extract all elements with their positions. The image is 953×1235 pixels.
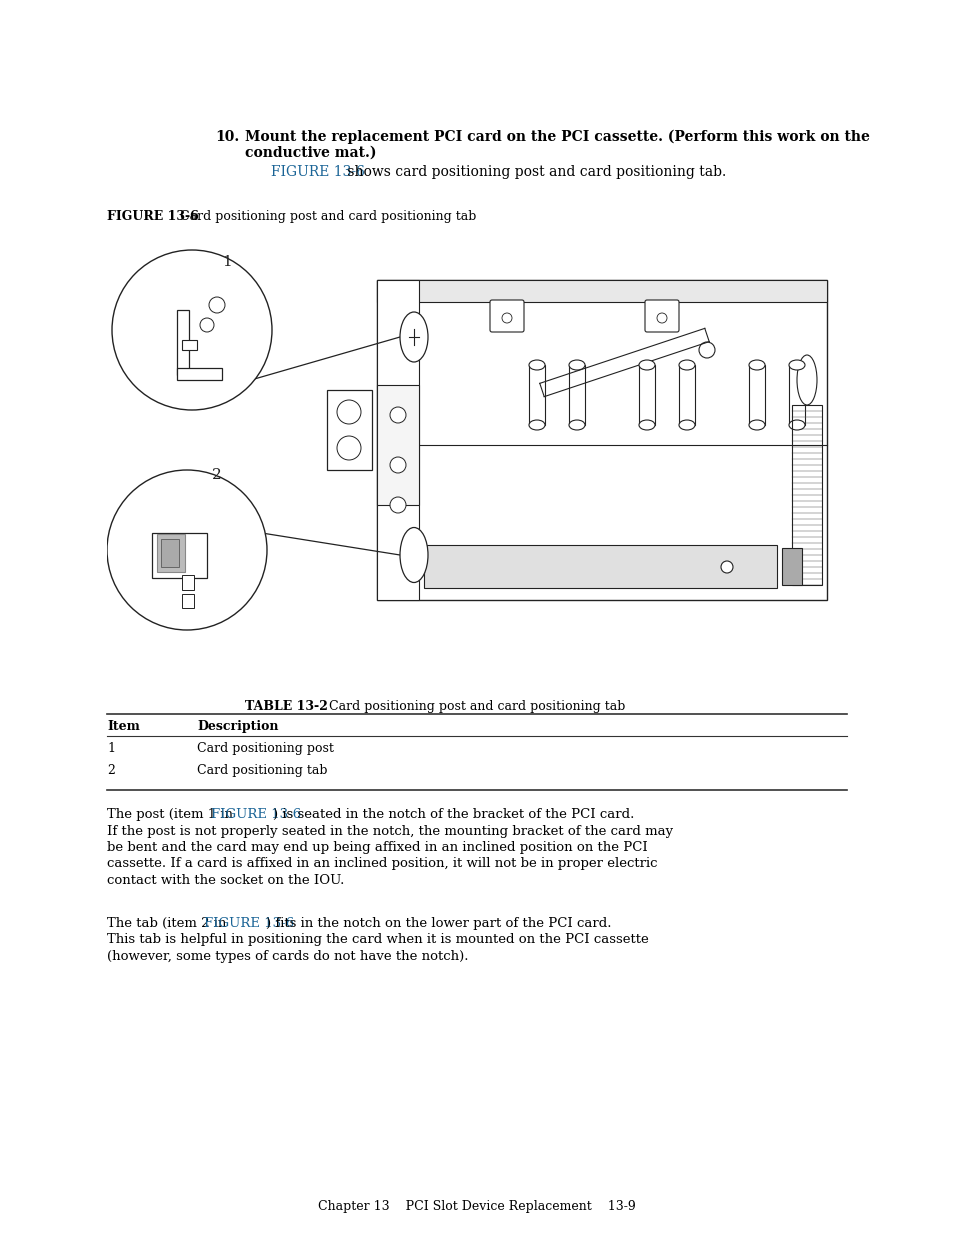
- Text: 1: 1: [222, 254, 232, 269]
- Circle shape: [336, 400, 360, 424]
- Bar: [781, 548, 801, 585]
- Circle shape: [390, 457, 406, 473]
- Bar: [679, 366, 695, 425]
- Text: FIGURE 13-6: FIGURE 13-6: [271, 165, 364, 179]
- Circle shape: [112, 249, 272, 410]
- Text: 2: 2: [107, 764, 114, 777]
- Text: This tab is helpful in positioning the card when it is mounted on the PCI casset: This tab is helpful in positioning the c…: [107, 934, 648, 946]
- Bar: [639, 366, 655, 425]
- Text: Chapter 13    PCI Slot Device Replacement    13-9: Chapter 13 PCI Slot Device Replacement 1…: [317, 1200, 636, 1213]
- Text: FIGURE 13-6: FIGURE 13-6: [107, 210, 198, 224]
- Circle shape: [657, 312, 666, 324]
- Bar: [791, 405, 821, 585]
- Text: ) fits in the notch on the lower part of the PCI card.: ) fits in the notch on the lower part of…: [266, 918, 611, 930]
- Text: Card positioning post and card positioning tab: Card positioning post and card positioni…: [316, 700, 625, 713]
- Text: Description: Description: [196, 720, 278, 734]
- Bar: [376, 280, 418, 600]
- Bar: [177, 368, 222, 380]
- Ellipse shape: [399, 527, 428, 583]
- Ellipse shape: [788, 359, 804, 370]
- Ellipse shape: [639, 359, 655, 370]
- Text: The tab (item 2 in: The tab (item 2 in: [107, 918, 231, 930]
- Text: 1: 1: [107, 742, 115, 755]
- Ellipse shape: [748, 420, 764, 430]
- Text: cassette. If a card is affixed in an inclined position, it will not be in proper: cassette. If a card is affixed in an inc…: [107, 857, 657, 871]
- Text: The post (item 1 in: The post (item 1 in: [107, 808, 237, 821]
- Text: Mount the replacement PCI card on the PCI cassette. (Perform this work on the: Mount the replacement PCI card on the PC…: [245, 130, 869, 144]
- Text: FIGURE 13-6: FIGURE 13-6: [211, 808, 301, 821]
- Bar: [161, 538, 179, 567]
- Circle shape: [390, 496, 406, 513]
- Text: (however, some types of cards do not have the notch).: (however, some types of cards do not hav…: [107, 950, 468, 963]
- Bar: [327, 390, 372, 471]
- Bar: [177, 310, 189, 375]
- Circle shape: [699, 342, 714, 358]
- Circle shape: [209, 296, 225, 312]
- Bar: [423, 545, 776, 588]
- Ellipse shape: [639, 420, 655, 430]
- Circle shape: [200, 317, 213, 332]
- Text: Item: Item: [107, 720, 140, 734]
- Circle shape: [390, 408, 406, 424]
- FancyBboxPatch shape: [490, 300, 523, 332]
- Bar: [376, 280, 826, 600]
- Text: be bent and the card may end up being affixed in an inclined position on the PCI: be bent and the card may end up being af…: [107, 841, 647, 853]
- Circle shape: [501, 312, 512, 324]
- Ellipse shape: [529, 359, 544, 370]
- Circle shape: [107, 471, 267, 630]
- FancyBboxPatch shape: [644, 300, 679, 332]
- Ellipse shape: [788, 420, 804, 430]
- Bar: [182, 340, 196, 350]
- Text: contact with the socket on the IOU.: contact with the socket on the IOU.: [107, 874, 344, 887]
- Text: 10.: 10.: [214, 130, 239, 144]
- Ellipse shape: [679, 420, 695, 430]
- Bar: [152, 534, 207, 578]
- Bar: [182, 576, 193, 590]
- Circle shape: [720, 561, 732, 573]
- Bar: [529, 366, 544, 425]
- Text: TABLE 13-2: TABLE 13-2: [245, 700, 328, 713]
- Ellipse shape: [796, 354, 816, 405]
- Text: Card positioning tab: Card positioning tab: [196, 764, 327, 777]
- Bar: [182, 594, 193, 608]
- Ellipse shape: [568, 420, 584, 430]
- Bar: [748, 366, 764, 425]
- Ellipse shape: [568, 359, 584, 370]
- Text: Card positioning post: Card positioning post: [196, 742, 334, 755]
- Text: FIGURE 13-6: FIGURE 13-6: [204, 918, 294, 930]
- Bar: [157, 534, 185, 572]
- Text: 2: 2: [212, 468, 221, 482]
- Text: ) is seated in the notch of the bracket of the PCI card.: ) is seated in the notch of the bracket …: [273, 808, 634, 821]
- Text: If the post is not properly seated in the notch, the mounting bracket of the car: If the post is not properly seated in th…: [107, 825, 673, 837]
- Circle shape: [336, 436, 360, 459]
- Ellipse shape: [529, 420, 544, 430]
- Text: shows card positioning post and card positioning tab.: shows card positioning post and card pos…: [343, 165, 725, 179]
- Ellipse shape: [748, 359, 764, 370]
- Ellipse shape: [679, 359, 695, 370]
- Ellipse shape: [399, 312, 428, 362]
- Text: Card positioning post and card positioning tab: Card positioning post and card positioni…: [172, 210, 476, 224]
- Bar: [788, 366, 804, 425]
- Bar: [568, 366, 584, 425]
- Bar: [376, 385, 418, 505]
- Bar: [376, 280, 826, 303]
- Text: conductive mat.): conductive mat.): [245, 146, 376, 161]
